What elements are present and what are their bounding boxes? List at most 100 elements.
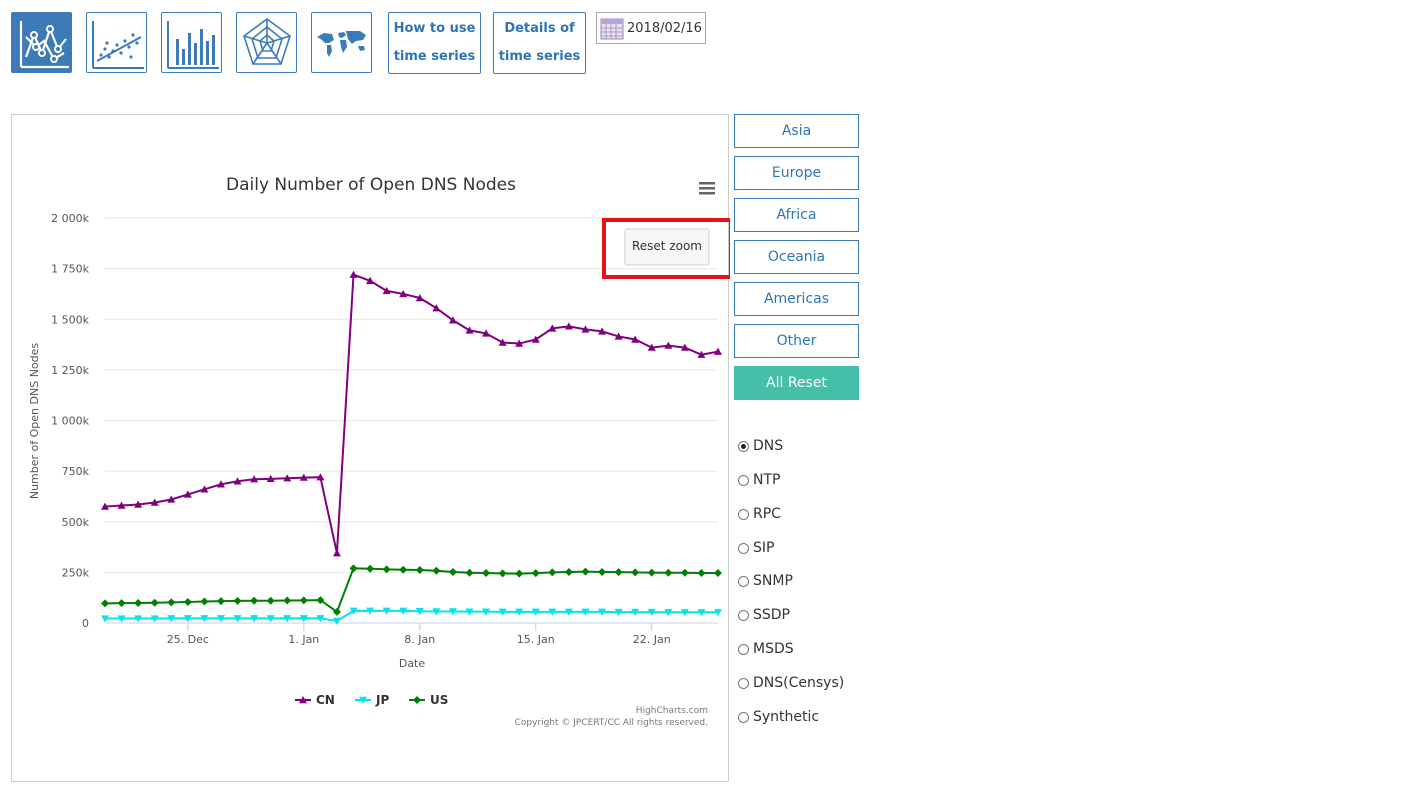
- data-point[interactable]: [200, 615, 209, 623]
- data-point[interactable]: [216, 615, 225, 623]
- radio-rpc[interactable]: [738, 508, 749, 520]
- data-point[interactable]: [117, 615, 126, 623]
- data-point[interactable]: [183, 615, 192, 623]
- data-point[interactable]: [697, 350, 706, 358]
- protocol-option-ntp[interactable]: NTP: [738, 470, 780, 490]
- data-point[interactable]: [564, 608, 573, 616]
- data-point[interactable]: [134, 598, 143, 607]
- data-point[interactable]: [399, 565, 408, 574]
- data-point[interactable]: [366, 276, 375, 284]
- data-point[interactable]: [349, 564, 358, 573]
- data-point[interactable]: [697, 609, 706, 617]
- line-chart-button[interactable]: [11, 12, 72, 73]
- data-point[interactable]: [714, 347, 722, 355]
- data-point[interactable]: [515, 608, 524, 616]
- data-point[interactable]: [349, 270, 358, 278]
- data-point[interactable]: [332, 549, 341, 557]
- data-point[interactable]: [299, 473, 308, 481]
- data-point[interactable]: [498, 569, 507, 578]
- data-point[interactable]: [631, 568, 640, 577]
- data-point[interactable]: [200, 485, 209, 493]
- data-point[interactable]: [216, 597, 225, 606]
- data-point[interactable]: [465, 326, 474, 334]
- data-point[interactable]: [448, 316, 457, 324]
- data-point[interactable]: [150, 498, 159, 506]
- radio-snmp[interactable]: [738, 575, 749, 587]
- data-point[interactable]: [359, 696, 367, 704]
- data-point[interactable]: [117, 599, 126, 608]
- legend-item-cn[interactable]: CN: [295, 693, 335, 707]
- data-point[interactable]: [714, 609, 722, 617]
- data-point[interactable]: [482, 329, 491, 337]
- bar-chart-button[interactable]: [161, 12, 222, 73]
- protocol-option-msds[interactable]: MSDS: [738, 639, 794, 659]
- world-map-button[interactable]: [311, 12, 372, 73]
- data-point[interactable]: [664, 568, 673, 577]
- data-point[interactable]: [250, 615, 259, 623]
- data-point[interactable]: [349, 607, 358, 615]
- region-americas-button[interactable]: Americas: [734, 282, 859, 316]
- data-point[interactable]: [664, 609, 673, 617]
- data-point[interactable]: [614, 332, 623, 340]
- legend-item-us[interactable]: US: [409, 693, 448, 707]
- data-point[interactable]: [598, 567, 607, 576]
- data-point[interactable]: [432, 304, 441, 312]
- data-point[interactable]: [482, 568, 491, 577]
- data-point[interactable]: [299, 696, 307, 704]
- data-point[interactable]: [465, 608, 474, 616]
- data-point[interactable]: [680, 343, 689, 351]
- data-point[interactable]: [117, 501, 126, 509]
- data-point[interactable]: [233, 596, 242, 605]
- data-point[interactable]: [631, 335, 640, 343]
- data-point[interactable]: [332, 607, 341, 616]
- data-point[interactable]: [432, 608, 441, 616]
- data-point[interactable]: [680, 568, 689, 577]
- data-point[interactable]: [631, 608, 640, 617]
- data-point[interactable]: [581, 325, 590, 333]
- data-point[interactable]: [266, 474, 275, 483]
- data-point[interactable]: [548, 568, 557, 577]
- data-point[interactable]: [150, 615, 159, 623]
- data-point[interactable]: [299, 615, 308, 623]
- data-point[interactable]: [448, 608, 457, 616]
- region-africa-button[interactable]: Africa: [734, 198, 859, 232]
- data-point[interactable]: [598, 327, 607, 335]
- data-point[interactable]: [216, 480, 225, 488]
- data-point[interactable]: [382, 607, 391, 615]
- how-to-use-button[interactable]: How to use time series: [388, 12, 481, 74]
- data-point[interactable]: [101, 615, 109, 623]
- data-point[interactable]: [680, 609, 689, 617]
- data-point[interactable]: [432, 566, 441, 575]
- data-point[interactable]: [366, 607, 375, 615]
- data-point[interactable]: [647, 568, 656, 577]
- data-point[interactable]: [647, 608, 656, 617]
- data-point[interactable]: [299, 596, 308, 605]
- data-point[interactable]: [448, 567, 457, 576]
- data-point[interactable]: [415, 293, 424, 302]
- radio-msds[interactable]: [738, 643, 749, 655]
- data-point[interactable]: [101, 599, 109, 608]
- protocol-option-ssdp[interactable]: SSDP: [738, 605, 790, 625]
- reset-zoom-button[interactable]: Reset zoom: [624, 228, 710, 266]
- data-point[interactable]: [399, 607, 408, 615]
- data-point[interactable]: [498, 608, 507, 616]
- data-point[interactable]: [134, 615, 143, 623]
- data-point[interactable]: [316, 596, 325, 605]
- data-point[interactable]: [548, 608, 557, 616]
- data-point[interactable]: [482, 608, 491, 616]
- region-oceania-button[interactable]: Oceania: [734, 240, 859, 274]
- radio-sip[interactable]: [738, 542, 749, 554]
- data-point[interactable]: [498, 338, 507, 346]
- chart-menu-icon[interactable]: [697, 181, 717, 199]
- data-point[interactable]: [266, 596, 275, 605]
- details-button[interactable]: Details of time series: [493, 12, 586, 74]
- data-point[interactable]: [366, 564, 375, 573]
- legend-item-jp[interactable]: JP: [355, 693, 389, 707]
- data-point[interactable]: [283, 596, 292, 605]
- data-point[interactable]: [382, 565, 391, 574]
- radio-ssdp[interactable]: [738, 609, 749, 621]
- protocol-option-sip[interactable]: SIP: [738, 538, 774, 558]
- data-point[interactable]: [382, 286, 391, 295]
- radio-ntp[interactable]: [738, 474, 749, 486]
- data-point[interactable]: [134, 500, 143, 508]
